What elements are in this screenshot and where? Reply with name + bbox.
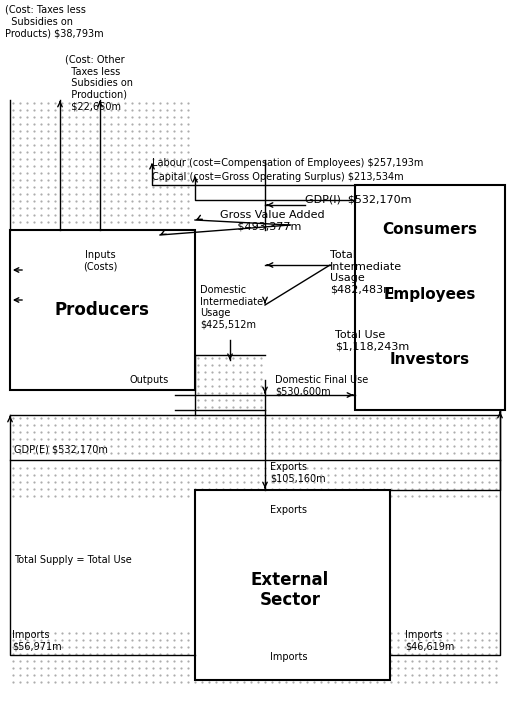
- Text: Gross Value Added
     $493,377m: Gross Value Added $493,377m: [220, 210, 325, 232]
- Text: (Cost: Taxes less
  Subsidies on
Products) $38,793m: (Cost: Taxes less Subsidies on Products)…: [5, 5, 104, 38]
- Text: Imports
$46,619m: Imports $46,619m: [405, 630, 454, 652]
- Text: Exports: Exports: [270, 505, 307, 515]
- Text: Total
Intermediate
Usage
$482,483m: Total Intermediate Usage $482,483m: [330, 250, 402, 295]
- Text: Inputs
(Costs): Inputs (Costs): [83, 250, 117, 272]
- Text: GDP(I)  $532,170m: GDP(I) $532,170m: [305, 195, 411, 205]
- Text: Exports
$105,160m: Exports $105,160m: [270, 462, 326, 484]
- Text: Total Supply = Total Use: Total Supply = Total Use: [14, 555, 132, 565]
- Text: Total Use
$1,118,243m: Total Use $1,118,243m: [335, 330, 409, 352]
- Text: Employees: Employees: [384, 288, 476, 303]
- Text: (Cost: Other
  Taxes less
  Subsidies on
  Production)
  $22,650m: (Cost: Other Taxes less Subsidies on Pro…: [65, 55, 133, 111]
- Text: Producers: Producers: [54, 301, 149, 319]
- Text: Domestic Final Use
$530,600m: Domestic Final Use $530,600m: [275, 375, 368, 396]
- Bar: [10, 230, 195, 390]
- Text: Labour (cost=Compensation of Employees) $257,193m: Labour (cost=Compensation of Employees) …: [152, 158, 423, 168]
- Text: Capital (cost=Gross Operating Surplus) $213,534m: Capital (cost=Gross Operating Surplus) $…: [152, 172, 404, 182]
- Text: Domestic
Intermediate
Usage
$425,512m: Domestic Intermediate Usage $425,512m: [200, 285, 263, 330]
- Text: External: External: [251, 571, 329, 589]
- Text: Outputs: Outputs: [130, 375, 169, 385]
- Text: Sector: Sector: [260, 591, 321, 609]
- Text: GDP(E) $532,170m: GDP(E) $532,170m: [14, 445, 108, 455]
- Bar: [195, 490, 390, 680]
- Text: Consumers: Consumers: [382, 223, 478, 238]
- Text: Imports
$56,971m: Imports $56,971m: [12, 630, 62, 652]
- Text: Imports: Imports: [270, 652, 308, 662]
- Text: Investors: Investors: [390, 352, 470, 367]
- Bar: [355, 185, 505, 410]
